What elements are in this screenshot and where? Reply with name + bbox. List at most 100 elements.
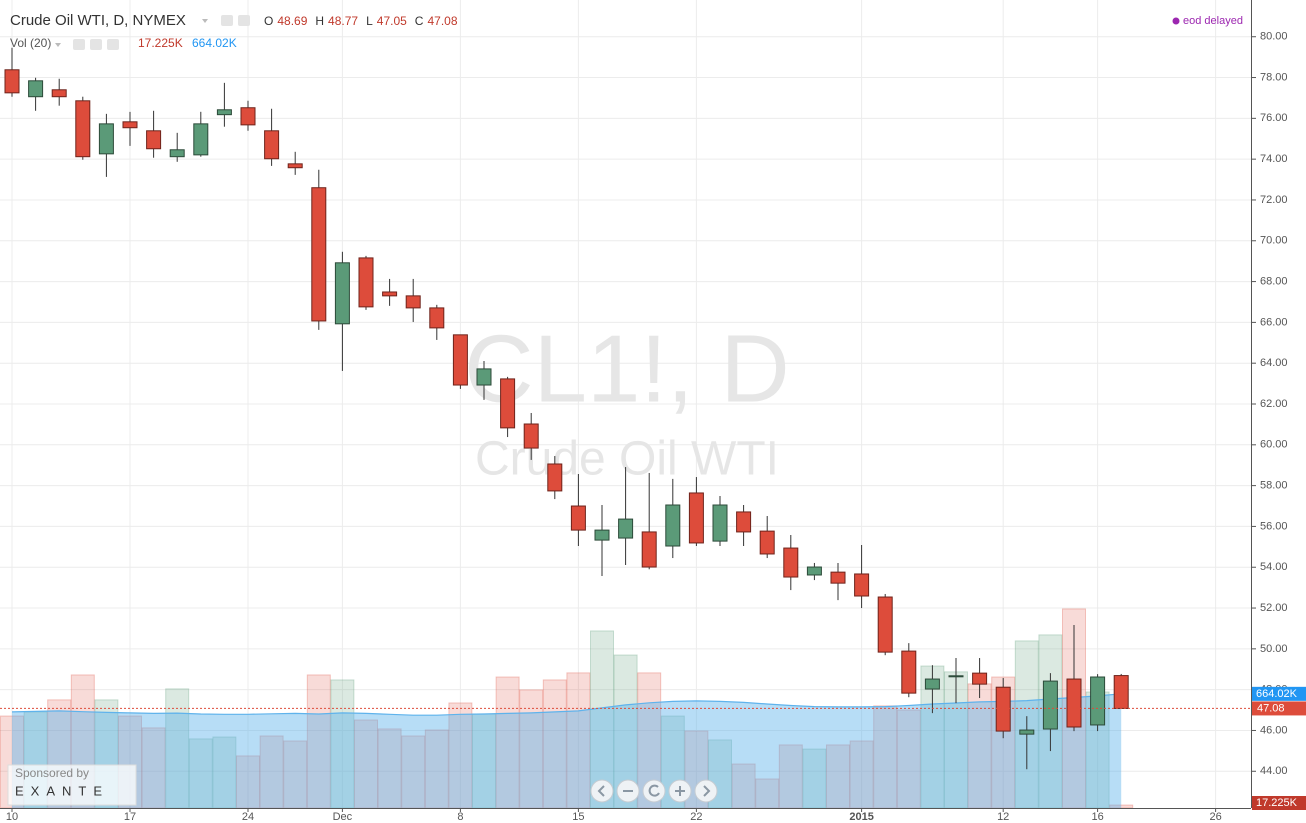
candle-body <box>240 107 256 126</box>
candle-body <box>594 529 610 541</box>
candle-layer <box>4 47 1129 770</box>
candle-body <box>405 295 421 309</box>
watermark: CL1!, D <box>464 315 789 422</box>
y-tick-label: 66.00 <box>1260 316 1288 328</box>
candle-body <box>618 518 634 539</box>
last-price-tag <box>1252 701 1306 716</box>
axes: 44.0046.0048.0050.0052.0054.0056.0058.00… <box>0 31 1306 823</box>
sponsor-label: Sponsored by <box>15 766 89 780</box>
ohlc-letter: H <box>315 14 324 28</box>
candle-body <box>452 334 468 386</box>
candle-body <box>358 257 374 308</box>
y-tick-label: 46.00 <box>1260 724 1288 736</box>
volume-tag <box>1252 796 1306 810</box>
reset-icon <box>648 784 660 797</box>
x-tick-label: 24 <box>242 811 254 823</box>
volume-legend-value: 17.225K <box>138 36 183 50</box>
y-tick-label: 56.00 <box>1260 520 1288 532</box>
y-tick-label: 62.00 <box>1260 398 1288 410</box>
dropdown-icon[interactable] <box>55 43 61 47</box>
settings-icon[interactable] <box>90 39 102 50</box>
candle-body <box>877 596 893 653</box>
x-tick-label: 22 <box>690 811 702 823</box>
x-tick-label: 17 <box>124 811 136 823</box>
eye-icon[interactable] <box>73 39 85 50</box>
scroll-left-button[interactable] <box>590 779 614 803</box>
y-tick-label: 58.00 <box>1260 480 1288 492</box>
candle-body <box>146 130 162 150</box>
candle-body <box>429 307 445 329</box>
candle-body <box>75 100 91 158</box>
candle-body <box>4 69 20 94</box>
y-tick-label: 64.00 <box>1260 357 1288 369</box>
candle-body <box>924 678 940 690</box>
candle-body <box>523 423 539 449</box>
x-tick-label: 16 <box>1091 811 1103 823</box>
y-tick-label: 70.00 <box>1260 235 1288 247</box>
y-tick-label: 54.00 <box>1260 561 1288 573</box>
x-tick-label: Dec <box>333 811 353 823</box>
candle-body <box>570 505 586 531</box>
y-tick-label: 60.00 <box>1260 439 1288 451</box>
eye-icon[interactable] <box>221 15 233 26</box>
volume-ma-area <box>12 693 1122 808</box>
dropdown-icon[interactable] <box>202 19 208 23</box>
candle-body <box>1019 729 1035 735</box>
candle-body <box>334 262 350 325</box>
volume-ma-tag <box>1252 686 1306 701</box>
ohlc-value: 48.69 <box>277 14 307 28</box>
left-arrow-icon <box>597 785 605 797</box>
candle-body <box>712 504 728 542</box>
scroll-right-button[interactable] <box>694 779 718 803</box>
candle-body <box>641 531 657 568</box>
ohlc-value: 47.08 <box>427 14 457 28</box>
candle-body <box>382 291 398 297</box>
nav-buttons <box>590 779 718 803</box>
last-price-label: 47.08 <box>1257 702 1285 714</box>
y-tick-label: 50.00 <box>1260 643 1288 655</box>
y-tick-label: 72.00 <box>1260 194 1288 206</box>
volume-title[interactable]: Vol (20) <box>10 36 51 50</box>
volume-ma-line <box>11 693 1122 716</box>
volume-tag-label: 17.225K <box>1256 797 1298 809</box>
ohlc-letter: L <box>366 14 373 28</box>
sponsor-name: EXANTE <box>15 783 109 798</box>
reset-button[interactable] <box>642 779 666 803</box>
candle-body <box>287 163 303 169</box>
symbol-title[interactable]: Crude Oil WTI, D, NYMEX <box>10 12 186 29</box>
candle-body <box>28 80 44 98</box>
x-tick-label: 26 <box>1209 811 1221 823</box>
candle-body <box>736 511 752 533</box>
right-arrow-icon <box>703 785 711 797</box>
sponsor-box[interactable] <box>7 764 137 806</box>
candle-body <box>1113 675 1129 709</box>
candle-body <box>476 368 492 386</box>
close-icon[interactable] <box>107 39 119 50</box>
candle-body <box>264 130 280 160</box>
y-tick-label: 74.00 <box>1260 153 1288 165</box>
ohlc-value: 48.77 <box>328 14 358 28</box>
candle-body <box>854 573 870 597</box>
nav-icons <box>597 784 711 797</box>
x-tick-label: 15 <box>572 811 584 823</box>
y-tick-label: 76.00 <box>1260 112 1288 124</box>
ohlc-letter: C <box>415 14 424 28</box>
candle-body <box>1042 680 1058 730</box>
settings-icon[interactable] <box>238 15 250 26</box>
candle-body <box>193 123 209 156</box>
y-tick-label: 80.00 <box>1260 31 1288 43</box>
candle-body <box>901 650 917 694</box>
candle-body <box>806 566 822 576</box>
x-tick-label: 10 <box>6 811 18 823</box>
status-dot <box>1172 17 1180 25</box>
candle-body <box>1090 676 1106 726</box>
candle-body <box>216 109 232 116</box>
candle-body <box>783 547 799 578</box>
x-tick-label: 12 <box>997 811 1009 823</box>
status: eod delayed <box>1183 15 1243 27</box>
candle-body <box>1066 678 1082 728</box>
candle-body <box>311 187 327 322</box>
